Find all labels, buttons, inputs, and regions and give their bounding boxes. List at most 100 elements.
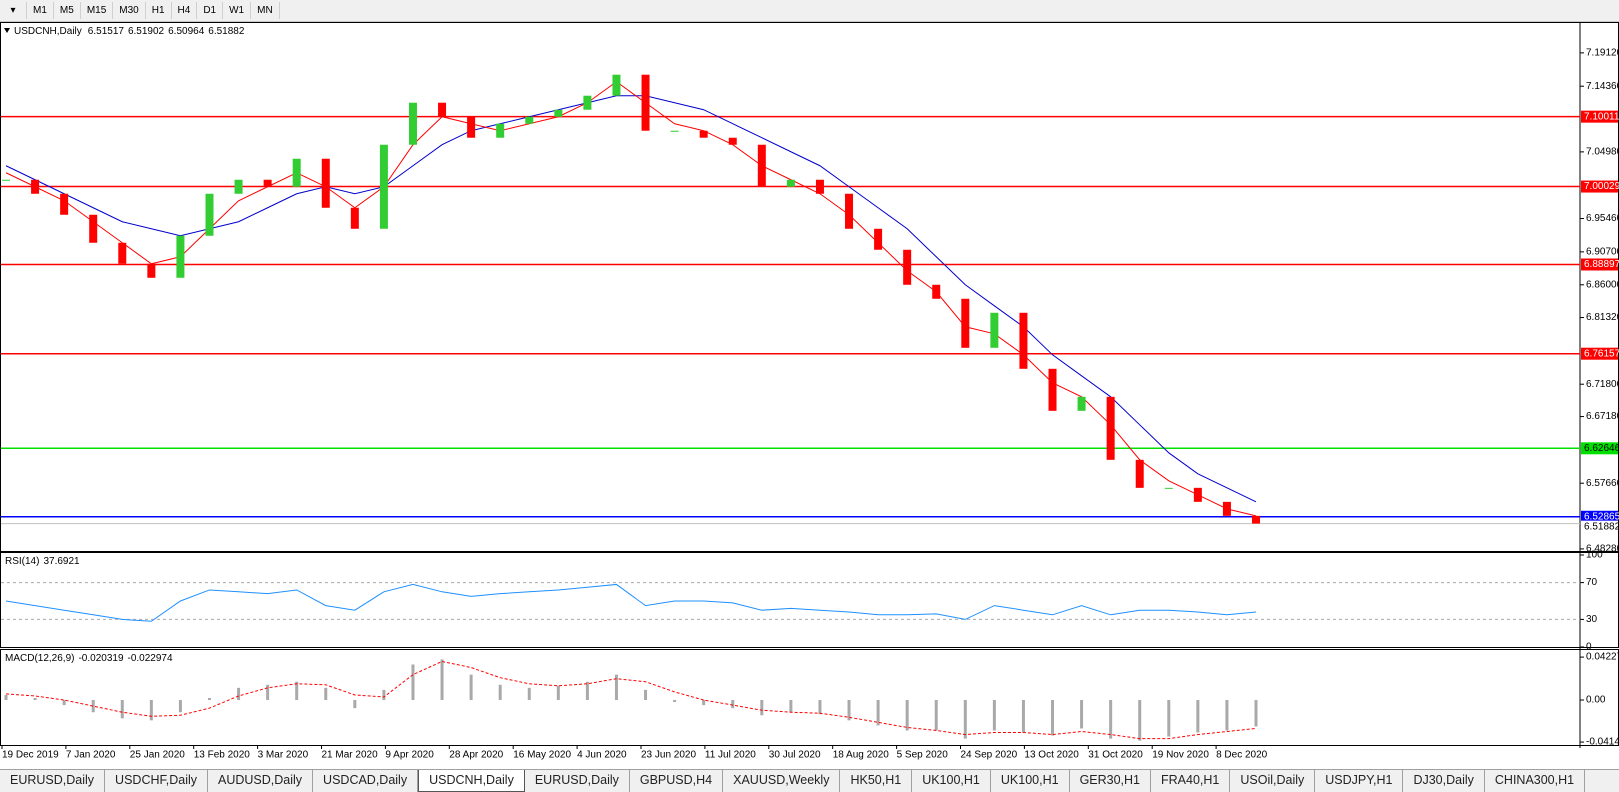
time-label: 8 Dec 2020 [1216, 750, 1268, 761]
candle [147, 263, 156, 278]
chart-tab[interactable]: FRA40,H1 [1151, 770, 1231, 792]
macd-bar [120, 700, 124, 719]
candle [263, 179, 272, 187]
current-price-box [1581, 520, 1618, 532]
y-tick-label: 7.14360 [1586, 81, 1619, 92]
candle [31, 179, 40, 194]
time-label: 28 Apr 2020 [449, 750, 503, 761]
timeframe-button[interactable]: H1 [146, 2, 172, 19]
level-label: 7.00029 [1584, 181, 1619, 192]
macd-bar [818, 700, 822, 715]
chart-tab[interactable]: GER30,H1 [1070, 770, 1152, 792]
macd-bar [905, 700, 909, 731]
chart-tab[interactable]: XAUUSD,Weekly [723, 770, 841, 792]
indicator-header: MACD(12,26,9) -0.020319 -0.022974 [5, 653, 173, 664]
y-tick-label: 0.00 [1586, 695, 1606, 706]
macd-bar [992, 700, 996, 731]
level-label: 6.62646 [1584, 443, 1619, 454]
panel-frame [0, 552, 1619, 648]
time-label: 9 Apr 2020 [385, 750, 434, 761]
indicator-value: 37.6921 [43, 556, 80, 567]
candle [932, 284, 941, 299]
macd-bar [556, 685, 560, 701]
level-label-box [1581, 110, 1618, 123]
time-label: 19 Dec 2019 [2, 750, 59, 761]
macd-bar [585, 681, 589, 701]
candle [670, 130, 679, 132]
candle [438, 102, 447, 117]
toolbar-menu-icon[interactable]: ▾ [0, 2, 27, 19]
timeframe-button[interactable]: MN [251, 2, 280, 19]
candle [496, 123, 505, 138]
timeframe-button[interactable]: H4 [172, 2, 198, 19]
chart-tab[interactable]: UK100,H1 [912, 770, 991, 792]
chart-tab[interactable]: USDCAD,Daily [313, 770, 419, 792]
macd-bar [469, 674, 473, 701]
macd-bar [91, 700, 95, 713]
candle [554, 109, 563, 117]
macd-bar [207, 697, 211, 701]
macd-bar [237, 687, 241, 701]
chart-tab[interactable]: DJ30,Daily [1403, 770, 1485, 792]
candle [525, 116, 534, 124]
macd-bar [1196, 700, 1200, 733]
macd-bar [614, 674, 618, 701]
level-label: 6.88897 [1584, 259, 1619, 270]
time-label: 18 Aug 2020 [833, 750, 890, 761]
chart-tab[interactable]: USDJPY,H1 [1315, 770, 1404, 792]
chart-tab[interactable]: USDCHF,Daily [105, 770, 208, 792]
macd-bar [934, 700, 938, 731]
level-label-box [1581, 180, 1618, 193]
chart-tab[interactable]: HK50,H1 [840, 770, 913, 792]
chart-tab[interactable]: UK100,H1 [991, 770, 1070, 792]
y-tick-label: 6.86000 [1586, 279, 1619, 290]
chart-tab[interactable]: EURUSD,Daily [525, 770, 630, 792]
panel-frame [0, 649, 1619, 746]
quote-value: 6.51517 [88, 26, 125, 37]
chart-tabs: EURUSD,Daily USDCHF,Daily AUDUSD,Daily USDC… [0, 769, 1619, 792]
candle [118, 242, 127, 264]
candle [292, 158, 301, 187]
timeframe-button[interactable]: W1 [223, 2, 252, 19]
chart-tab[interactable]: GBPUSD,H4 [630, 770, 724, 792]
time-label: 16 May 2020 [513, 750, 571, 761]
candle [1048, 368, 1057, 411]
candle [1252, 515, 1260, 524]
chart-tab[interactable]: AUDUSD,Daily [208, 770, 314, 792]
timeframe-button[interactable]: M1 [27, 2, 54, 19]
macd-bar [1080, 700, 1084, 729]
macd-bar [498, 684, 502, 701]
quote-value: 6.51902 [128, 26, 165, 37]
time-label: 30 Jul 2020 [769, 750, 821, 761]
y-tick-label: 7.04980 [1586, 147, 1619, 158]
candle [728, 137, 737, 145]
y-tick-label: 70 [1586, 577, 1598, 588]
macd-bar [963, 700, 967, 739]
macd-bar [440, 659, 444, 701]
timeframe-button[interactable]: D1 [197, 2, 224, 19]
macd-bar [4, 694, 8, 701]
chart-tab[interactable]: CHINA300,H1 [1485, 770, 1586, 792]
y-tick-label: 7.19120 [1586, 48, 1619, 59]
macd-bar [33, 697, 37, 701]
level-label-box [1581, 347, 1618, 360]
candle [815, 179, 824, 194]
chart-tab[interactable]: USDCNH,Daily [418, 770, 525, 792]
timeframe-button[interactable]: M30 [113, 2, 146, 19]
macd-bar [1254, 700, 1258, 727]
time-label: 21 Mar 2020 [322, 750, 379, 761]
candle [786, 179, 795, 187]
candle [903, 249, 912, 285]
macd-bar [673, 700, 677, 703]
candle [757, 144, 766, 187]
candle [1164, 487, 1173, 489]
candle [379, 144, 388, 229]
chart-tab[interactable]: EURUSD,Daily [0, 770, 106, 792]
rsi-line [5, 583, 1257, 622]
candle [1019, 312, 1028, 369]
chart-tab[interactable]: USOil,Daily [1230, 770, 1316, 792]
candle [990, 312, 999, 348]
timeframe-button[interactable]: M15 [81, 2, 114, 19]
macd-bar [702, 700, 706, 706]
timeframe-button[interactable]: M5 [54, 2, 81, 19]
